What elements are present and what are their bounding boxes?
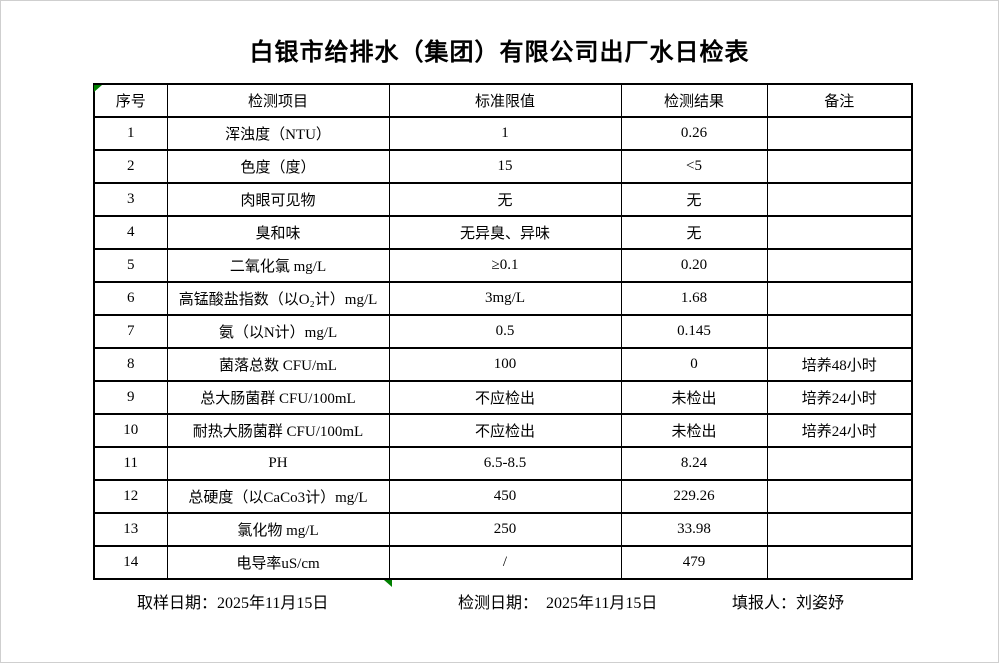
cell-result[interactable]: 0.145 [620, 314, 768, 349]
cell-item[interactable]: PH [166, 446, 390, 481]
cell-no[interactable]: 13 [93, 512, 168, 547]
cell-result[interactable]: 无 [620, 182, 768, 217]
cell-item[interactable]: 高锰酸盐指数（以O₂计）mg/L [166, 281, 390, 316]
cell-result[interactable]: 8.24 [620, 446, 768, 481]
cell-limit[interactable]: 450 [388, 479, 622, 514]
cell-limit[interactable]: 无异臭、异味 [388, 215, 622, 250]
cell-no[interactable]: 9 [93, 380, 168, 415]
table-row: 13 氯化物 mg/L 250 33.98 [93, 512, 913, 547]
cell-item[interactable]: 菌落总数 CFU/mL [166, 347, 390, 382]
cell-limit[interactable]: 6.5-8.5 [388, 446, 622, 481]
cell-remark[interactable] [766, 116, 913, 151]
header-row: 序号 检测项目 标准限值 检测结果 备注 [93, 83, 913, 118]
table-row: 3 肉眼可见物无无 [93, 182, 913, 217]
cell-no[interactable]: 11 [93, 446, 168, 481]
table-row: 6 高锰酸盐指数（以O₂计）mg/L 3mg/L 1.68 [93, 281, 913, 316]
cell-item[interactable]: 浑浊度（NTU） [166, 116, 390, 151]
cell-result[interactable]: <5 [620, 149, 768, 184]
page-title: 白银市给排水（集团）有限公司出厂水日检表 [249, 40, 750, 66]
cell-item[interactable]: 臭和味 [166, 215, 390, 250]
cell-no[interactable]: 14 [93, 545, 168, 580]
header-cell-limit[interactable]: 标准限值 [388, 83, 622, 118]
cell-result[interactable]: 479 [620, 545, 768, 580]
cell-remark[interactable] [766, 314, 913, 349]
table-row: 7 氨（以N计）mg/L 0.5 0.145 [93, 314, 913, 349]
header-cell-item[interactable]: 检测项目 [166, 83, 390, 118]
cell-error-indicator-icon [94, 85, 102, 92]
cell-result[interactable]: 未检出 [620, 380, 768, 415]
cell-item[interactable]: 色度（度） [166, 149, 390, 184]
cell-no[interactable]: 3 [93, 182, 168, 217]
cell-limit[interactable]: 15 [388, 149, 622, 184]
cell-result[interactable]: 0.20 [620, 248, 768, 283]
cell-item[interactable]: 总硬度（以CaCo3计）mg/L [166, 479, 390, 514]
cell-remark[interactable] [766, 248, 913, 283]
cell-result[interactable]: 1.68 [620, 281, 768, 316]
cell-item[interactable]: 耐热大肠菌群 CFU/100mL [166, 413, 390, 448]
cell-limit[interactable]: 3mg/L [388, 281, 622, 316]
table-row: 8 菌落总数 CFU/mL 100 0 培养48小时 [93, 347, 913, 382]
cell-remark[interactable] [766, 182, 913, 217]
cell-remark[interactable] [766, 545, 913, 580]
cell-remark[interactable] [766, 149, 913, 184]
cell-limit[interactable]: / [388, 545, 622, 580]
cell-no[interactable]: 8 [93, 347, 168, 382]
cell-no[interactable]: 4 [93, 215, 168, 250]
cell-no[interactable]: 12 [93, 479, 168, 514]
cell-no[interactable]: 2 [93, 149, 168, 184]
testing-date-text: 检测日期： 2025年11月15日 [458, 595, 658, 612]
table-row: 5 二氧化氯 mg/L ≥0.1 0.20 [93, 248, 913, 283]
cell-no[interactable]: 7 [93, 314, 168, 349]
table-row: 10 耐热大肠菌群 CFU/100mL 不应检出 未检出 培养24小时 [93, 413, 913, 448]
cell-remark[interactable]: 培养24小时 [766, 380, 913, 415]
cell-item[interactable]: 氨（以N计）mg/L [166, 314, 390, 349]
cell-result[interactable]: 0 [620, 347, 768, 382]
cell-remark[interactable] [766, 479, 913, 514]
cell-result[interactable]: 无 [620, 215, 768, 250]
cell-remark[interactable]: 培养48小时 [766, 347, 913, 382]
cell-result[interactable]: 33.98 [620, 512, 768, 547]
cell-limit[interactable]: 250 [388, 512, 622, 547]
cell-result[interactable]: 未检出 [620, 413, 768, 448]
cell-no[interactable]: 6 [93, 281, 168, 316]
reporter-text: 填报人：刘姿妤 [732, 595, 845, 612]
cell-result[interactable]: 0.26 [620, 116, 768, 151]
header-cell-remark[interactable]: 备注 [766, 83, 913, 118]
cell-remark[interactable] [766, 512, 913, 547]
cell-remark[interactable] [766, 215, 913, 250]
table-row: 14 电导率uS/cm/479 [93, 545, 913, 580]
cell-limit[interactable]: 1 [388, 116, 622, 151]
cell-marker-icon [384, 580, 392, 587]
table-row: 4 臭和味 无异臭、异味无 [93, 215, 913, 250]
cell-limit[interactable]: 不应检出 [388, 380, 622, 415]
inspection-table: 序号 检测项目 标准限值 检测结果 备注 1 浑浊度（NTU） 1 0.26 2 色度（度… [93, 83, 913, 580]
cell-item[interactable]: 总大肠菌群 CFU/100mL [166, 380, 390, 415]
cell-item[interactable]: 肉眼可见物 [166, 182, 390, 217]
table-body: 1 浑浊度（NTU） 1 0.26 2 色度（度） 15 <5 3 肉眼可见物无无 4 臭和味 无异臭、… [93, 116, 913, 580]
cell-limit[interactable]: 0.5 [388, 314, 622, 349]
table-row: 11 PH 6.5-8.5 8.24 [93, 446, 913, 481]
sampling-date-text: 取样日期：2025年11月15日 [137, 595, 329, 612]
cell-remark[interactable] [766, 446, 913, 481]
header-cell-no[interactable]: 序号 [93, 83, 168, 118]
table-row: 2 色度（度） 15 <5 [93, 149, 913, 184]
table-row: 12 总硬度（以CaCo3计）mg/L 450 229.26 [93, 479, 913, 514]
cell-limit[interactable]: 无 [388, 182, 622, 217]
cell-item[interactable]: 氯化物 mg/L [166, 512, 390, 547]
cell-remark[interactable] [766, 281, 913, 316]
table-row: 1 浑浊度（NTU） 1 0.26 [93, 116, 913, 151]
cell-no[interactable]: 10 [93, 413, 168, 448]
cell-remark[interactable]: 培养24小时 [766, 413, 913, 448]
cell-limit[interactable]: 不应检出 [388, 413, 622, 448]
cell-item[interactable]: 二氧化氯 mg/L [166, 248, 390, 283]
cell-no[interactable]: 5 [93, 248, 168, 283]
cell-item[interactable]: 电导率uS/cm [166, 545, 390, 580]
cell-limit[interactable]: ≥0.1 [388, 248, 622, 283]
header-cell-result[interactable]: 检测结果 [620, 83, 768, 118]
cell-limit[interactable]: 100 [388, 347, 622, 382]
cell-no[interactable]: 1 [93, 116, 168, 151]
table-row: 9 总大肠菌群 CFU/100mL 不应检出 未检出 培养24小时 [93, 380, 913, 415]
cell-result[interactable]: 229.26 [620, 479, 768, 514]
